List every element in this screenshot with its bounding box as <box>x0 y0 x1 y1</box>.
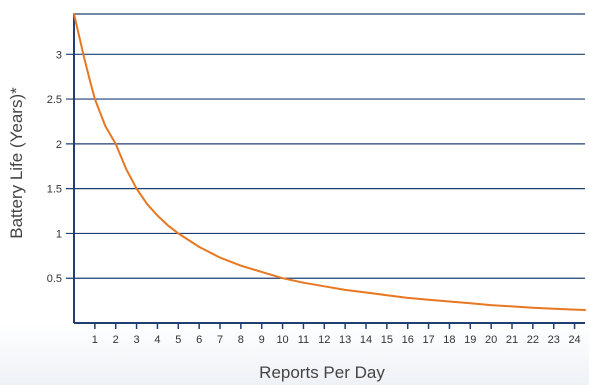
x-axis-label: Reports Per Day <box>259 363 385 382</box>
x-tick-label: 17 <box>422 334 434 346</box>
y-tick-label: 2.5 <box>47 94 62 106</box>
x-tick-label: 12 <box>318 334 330 346</box>
x-tick-label: 1 <box>92 334 98 346</box>
y-tick-label: 2 <box>56 139 62 151</box>
x-tick-label: 6 <box>196 334 202 346</box>
x-tick-label: 19 <box>464 334 476 346</box>
y-tick-label: 0.5 <box>47 273 62 285</box>
x-tick-label: 15 <box>381 334 393 346</box>
x-tick-label: 9 <box>259 334 265 346</box>
x-tick-label: 2 <box>113 334 119 346</box>
y-tick-label: 1 <box>56 228 62 240</box>
x-tick-label: 21 <box>506 334 518 346</box>
x-tick-label: 8 <box>238 334 244 346</box>
x-tick-label: 23 <box>548 334 560 346</box>
x-tick-label: 5 <box>175 334 181 346</box>
x-tick-label: 7 <box>217 334 223 346</box>
x-tick-label: 22 <box>527 334 539 346</box>
battery-life-curve <box>73 13 586 311</box>
y-tick-label: 3 <box>56 49 62 61</box>
y-tick-label: 1.5 <box>47 184 62 196</box>
x-tick-label: 4 <box>154 334 160 346</box>
x-tick-label: 10 <box>276 334 288 346</box>
x-tick-label: 3 <box>134 334 140 346</box>
background-gradient <box>0 325 589 385</box>
x-tick-label: 24 <box>568 334 580 346</box>
x-tick-label: 16 <box>402 334 414 346</box>
x-tick-label: 11 <box>298 334 309 346</box>
x-tick-label: 13 <box>339 334 351 346</box>
x-tick-label: 20 <box>485 334 497 346</box>
y-axis-label: Battery Life (Years)* <box>7 87 26 239</box>
x-tick-label: 18 <box>443 334 455 346</box>
x-tick-label: 14 <box>360 334 372 346</box>
